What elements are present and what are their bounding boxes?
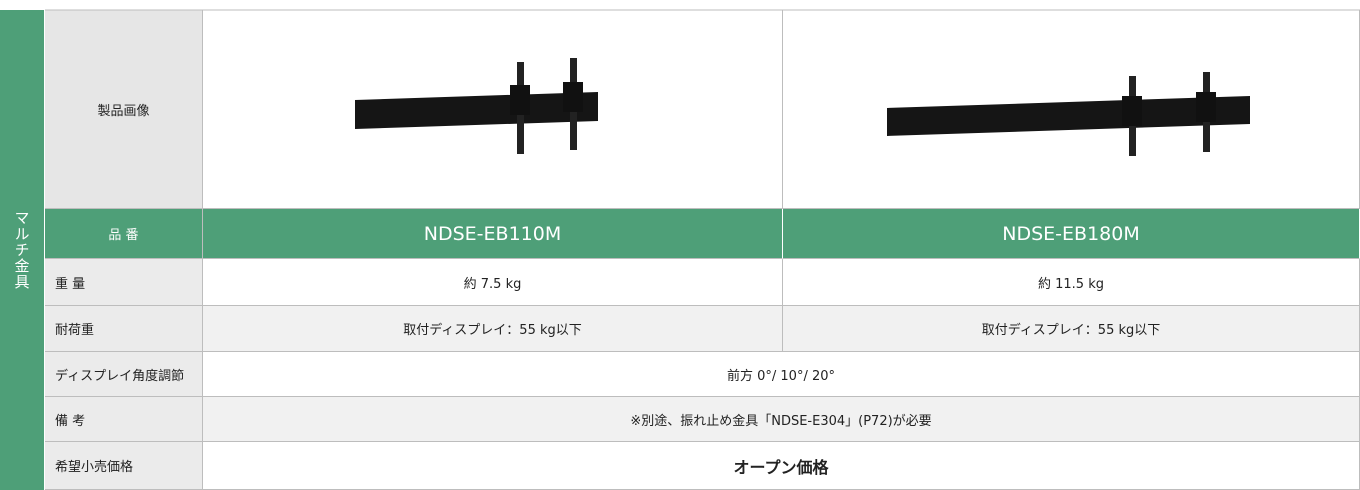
row-label: ディスプレイ角度調節	[45, 352, 203, 397]
value-cell: 取付ディスプレイ：55 kg以下	[783, 306, 1360, 352]
value-cell: 約 7.5 kg	[203, 259, 783, 306]
image-cell	[203, 10, 783, 209]
value-cell: オープン価格	[203, 442, 1360, 490]
row-label: 希望小売価格	[45, 442, 203, 490]
product-image-1	[355, 58, 598, 154]
row-label: 品 番	[45, 209, 203, 259]
value-cell: NDSE-EB180M	[783, 209, 1360, 259]
row-label: 製品画像	[45, 10, 203, 209]
value-cell: ※別途、振れ止め金具「NDSE-E304」(P72)が必要	[203, 397, 1360, 442]
value-cell: 約 11.5 kg	[783, 259, 1360, 306]
product-image-2	[887, 72, 1250, 156]
row-label: 重 量	[45, 259, 203, 306]
value-cell: 取付ディスプレイ：55 kg以下	[203, 306, 783, 352]
value-cell: NDSE-EB110M	[203, 209, 783, 259]
category-label: マルチ金具	[0, 10, 44, 490]
row-label: 耐荷重	[45, 306, 203, 352]
value-cell: 前方 0°/ 10°/ 20°	[203, 352, 1360, 397]
row-label: 備 考	[45, 397, 203, 442]
